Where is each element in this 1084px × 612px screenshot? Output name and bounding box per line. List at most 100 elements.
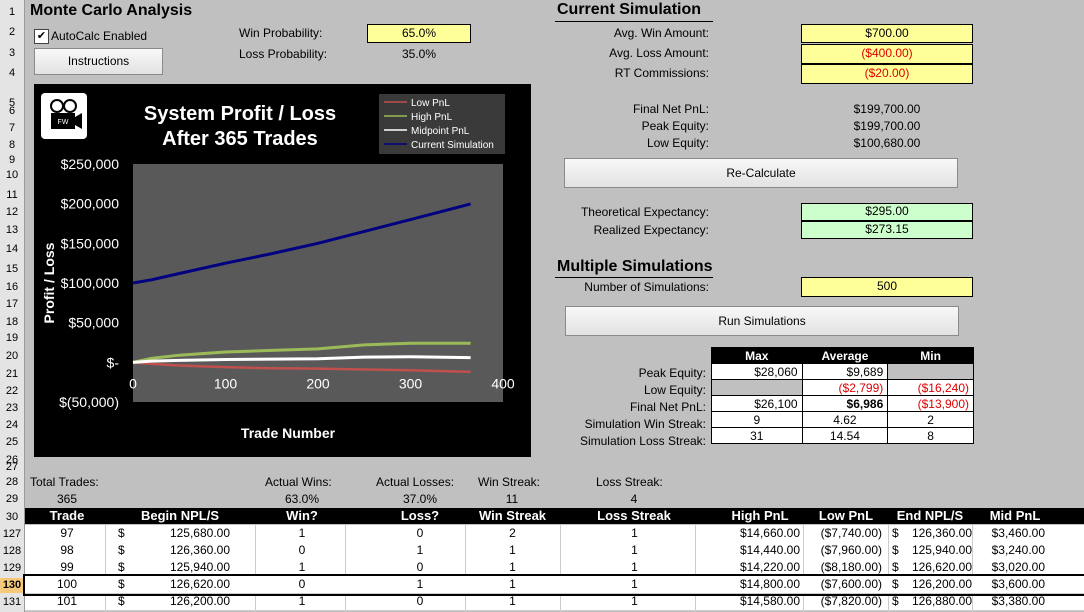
table-cell[interactable]: $ bbox=[118, 594, 125, 608]
avg-loss-input[interactable]: ($400.00) bbox=[801, 44, 973, 64]
table-cell[interactable]: ($7,600.00) bbox=[820, 577, 882, 591]
table-cell[interactable]: 0 bbox=[298, 577, 306, 591]
table-row[interactable]: 99 $125,940.00 1 0 1 1 $14,220.00 ($8,180.00) $1… bbox=[25, 559, 1084, 577]
table-cell[interactable]: $14,220.00 bbox=[739, 560, 800, 574]
row-number[interactable]: 13 bbox=[5, 224, 19, 236]
table-cell[interactable]: 1 bbox=[509, 594, 516, 608]
table-cell[interactable]: $ bbox=[118, 526, 125, 540]
table-cell[interactable]: 1 bbox=[298, 560, 306, 574]
row-number[interactable]: 128 bbox=[2, 545, 22, 557]
table-cell[interactable]: $ bbox=[892, 594, 899, 608]
table-cell[interactable]: $ bbox=[892, 543, 899, 557]
row-number[interactable]: 20 bbox=[5, 350, 19, 362]
table-cell[interactable]: 126,200.00 bbox=[169, 594, 230, 608]
row-number[interactable]: 11 bbox=[6, 189, 18, 201]
row-number[interactable]: 3 bbox=[8, 47, 16, 59]
table-cell[interactable]: 1 bbox=[631, 526, 638, 540]
table-cell[interactable]: 100 bbox=[56, 577, 78, 591]
table-cell[interactable]: $14,580.00 bbox=[739, 594, 800, 608]
table-cell[interactable]: 126,360.00 bbox=[911, 526, 972, 540]
table-cell[interactable]: 0 bbox=[416, 560, 424, 574]
table-cell[interactable]: 1 bbox=[631, 594, 638, 608]
row-number[interactable]: 27 bbox=[5, 461, 19, 473]
table-cell[interactable]: ($8,180.00) bbox=[820, 560, 882, 574]
table-cell[interactable]: 126,620.00 bbox=[169, 577, 230, 591]
row-number[interactable]: 127 bbox=[2, 528, 22, 540]
table-cell[interactable]: $ bbox=[892, 577, 899, 591]
row-number[interactable]: 9 bbox=[8, 154, 16, 166]
table-cell[interactable]: $14,440.00 bbox=[739, 543, 800, 557]
table-cell[interactable]: $14,800.00 bbox=[739, 577, 800, 591]
row-number[interactable]: 18 bbox=[5, 316, 19, 328]
table-cell[interactable]: $3,240.00 bbox=[991, 543, 1045, 557]
table-cell[interactable]: 125,940.00 bbox=[911, 543, 972, 557]
row-number[interactable]: 25 bbox=[5, 436, 19, 448]
table-cell[interactable]: $3,600.00 bbox=[991, 577, 1045, 591]
row-number[interactable]: 17 bbox=[5, 298, 19, 310]
table-cell[interactable]: 98 bbox=[60, 543, 74, 557]
row-number[interactable]: 12 bbox=[5, 206, 19, 218]
row-number[interactable]: 29 bbox=[5, 493, 19, 505]
table-cell[interactable]: $ bbox=[892, 526, 899, 540]
recalculate-button[interactable]: Re-Calculate bbox=[564, 158, 958, 188]
row-number[interactable]: 4 bbox=[8, 67, 16, 79]
row-number[interactable]: 7 bbox=[8, 122, 16, 134]
row-number[interactable]: 10 bbox=[5, 169, 19, 181]
avg-win-input[interactable]: $700.00 bbox=[801, 24, 973, 43]
row-number[interactable]: 19 bbox=[5, 332, 19, 344]
win-probability-input[interactable]: 65.0% bbox=[367, 24, 471, 43]
autocalc-checkbox[interactable]: ✔ bbox=[34, 29, 49, 44]
table-cell[interactable]: $14,660.00 bbox=[739, 526, 800, 540]
table-cell[interactable]: $3,380.00 bbox=[991, 594, 1045, 608]
table-cell[interactable]: 126,360.00 bbox=[169, 543, 230, 557]
table-cell[interactable]: 1 bbox=[509, 560, 516, 574]
table-cell[interactable]: ($7,960.00) bbox=[820, 543, 882, 557]
row-number[interactable]: 14 bbox=[5, 243, 19, 255]
row-number[interactable]: 24 bbox=[5, 419, 19, 431]
row-number[interactable]: 26 bbox=[5, 454, 19, 466]
table-cell[interactable]: 0 bbox=[416, 526, 424, 540]
row-number[interactable]: 23 bbox=[5, 402, 19, 414]
table-cell[interactable]: $ bbox=[892, 560, 899, 574]
table-cell[interactable]: 126,620.00 bbox=[911, 560, 972, 574]
table-cell[interactable]: 0 bbox=[298, 543, 306, 557]
table-cell[interactable]: 99 bbox=[60, 560, 74, 574]
table-cell[interactable]: 126,880.00 bbox=[911, 594, 972, 608]
table-cell[interactable]: $ bbox=[118, 543, 125, 557]
table-cell[interactable]: 1 bbox=[416, 577, 424, 591]
row-number[interactable]: 130 bbox=[0, 578, 24, 593]
row-number[interactable]: 16 bbox=[5, 281, 19, 293]
table-cell[interactable]: 1 bbox=[298, 526, 306, 540]
table-row[interactable]: 97 $125,680.00 1 0 2 1 $14,660.00 ($7,740.00) $1… bbox=[25, 525, 1084, 543]
row-number[interactable]: 30 bbox=[5, 511, 19, 523]
row-number[interactable]: 131 bbox=[2, 596, 22, 608]
table-cell[interactable]: 126,200.00 bbox=[911, 577, 972, 591]
row-number[interactable]: 1 bbox=[8, 6, 16, 18]
row-number[interactable]: 2 bbox=[8, 26, 16, 38]
table-cell[interactable]: $ bbox=[118, 560, 125, 574]
table-row[interactable]: 100 $126,620.00 0 1 1 1 $14,800.00 ($7,600.00) $… bbox=[23, 574, 1084, 596]
row-number[interactable]: 15 bbox=[5, 263, 19, 275]
table-cell[interactable]: 1 bbox=[416, 543, 424, 557]
table-cell[interactable]: 1 bbox=[631, 560, 638, 574]
row-number[interactable]: 21 bbox=[5, 368, 19, 380]
table-cell[interactable]: 1 bbox=[509, 543, 516, 557]
run-simulations-button[interactable]: Run Simulations bbox=[565, 306, 959, 336]
row-number[interactable]: 22 bbox=[5, 385, 19, 397]
table-cell[interactable]: $ bbox=[118, 577, 125, 591]
table-cell[interactable]: $3,460.00 bbox=[991, 526, 1045, 540]
table-cell[interactable]: 0 bbox=[416, 594, 424, 608]
table-cell[interactable]: 125,940.00 bbox=[169, 560, 230, 574]
table-row[interactable]: 101 $126,200.00 1 0 1 1 $14,580.00 ($7,820.00) $… bbox=[25, 593, 1084, 611]
table-cell[interactable]: 1 bbox=[509, 577, 516, 591]
table-cell[interactable]: ($7,740.00) bbox=[820, 526, 882, 540]
row-number[interactable]: 8 bbox=[8, 139, 16, 151]
table-cell[interactable]: 1 bbox=[631, 577, 638, 591]
table-row[interactable]: 98 $126,360.00 0 1 1 1 $14,440.00 ($7,960.00) $1… bbox=[25, 542, 1084, 560]
row-number[interactable]: 129 bbox=[2, 562, 22, 574]
table-cell[interactable]: 1 bbox=[298, 594, 306, 608]
row-number[interactable]: 28 bbox=[5, 476, 19, 488]
table-cell[interactable]: 125,680.00 bbox=[169, 526, 230, 540]
table-cell[interactable]: 2 bbox=[509, 526, 516, 540]
table-cell[interactable]: ($7,820.00) bbox=[820, 594, 882, 608]
